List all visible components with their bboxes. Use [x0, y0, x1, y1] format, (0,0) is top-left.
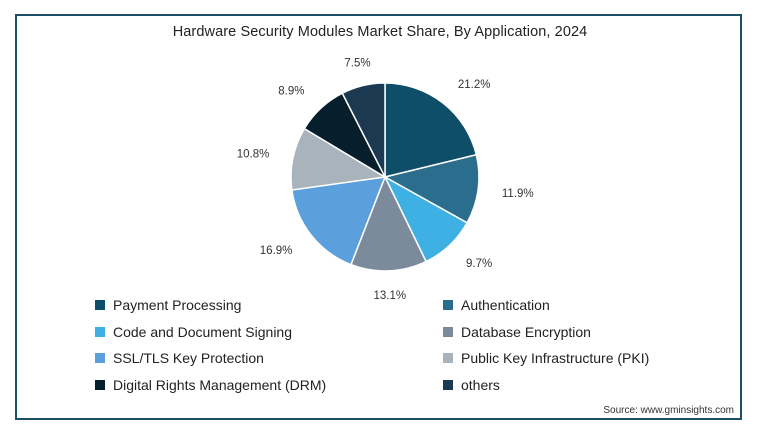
pie-data-label: 11.9%	[502, 188, 534, 200]
pie-data-label: 13.1%	[373, 290, 406, 302]
source-note: Source: www.gminsights.com	[603, 405, 734, 416]
pie-data-label: 7.5%	[344, 57, 370, 69]
pie-slice-others	[341, 82, 386, 178]
pie-slice-authentication	[382, 153, 480, 224]
chart-title: Hardware Security Modules Market Share, …	[172, 24, 588, 40]
pie-slices	[290, 82, 480, 272]
pie-slice-payment-processing	[384, 82, 478, 178]
pie-data-label: 8.9%	[278, 86, 304, 98]
pie-data-label: 10.8%	[237, 148, 270, 160]
pie-labels: 21.2% 11.9% 9.7% 13.1% 16.9% 10.8% 8.9% 7.5%	[237, 57, 534, 302]
pie-slice-ssl-tls-key-protection	[291, 176, 387, 266]
pie-data-label: 9.7%	[466, 258, 492, 270]
pie-data-label: 21.2%	[458, 79, 491, 91]
pie-data-label: 16.9%	[260, 245, 293, 257]
pie-slice-database-encryption	[349, 175, 428, 272]
